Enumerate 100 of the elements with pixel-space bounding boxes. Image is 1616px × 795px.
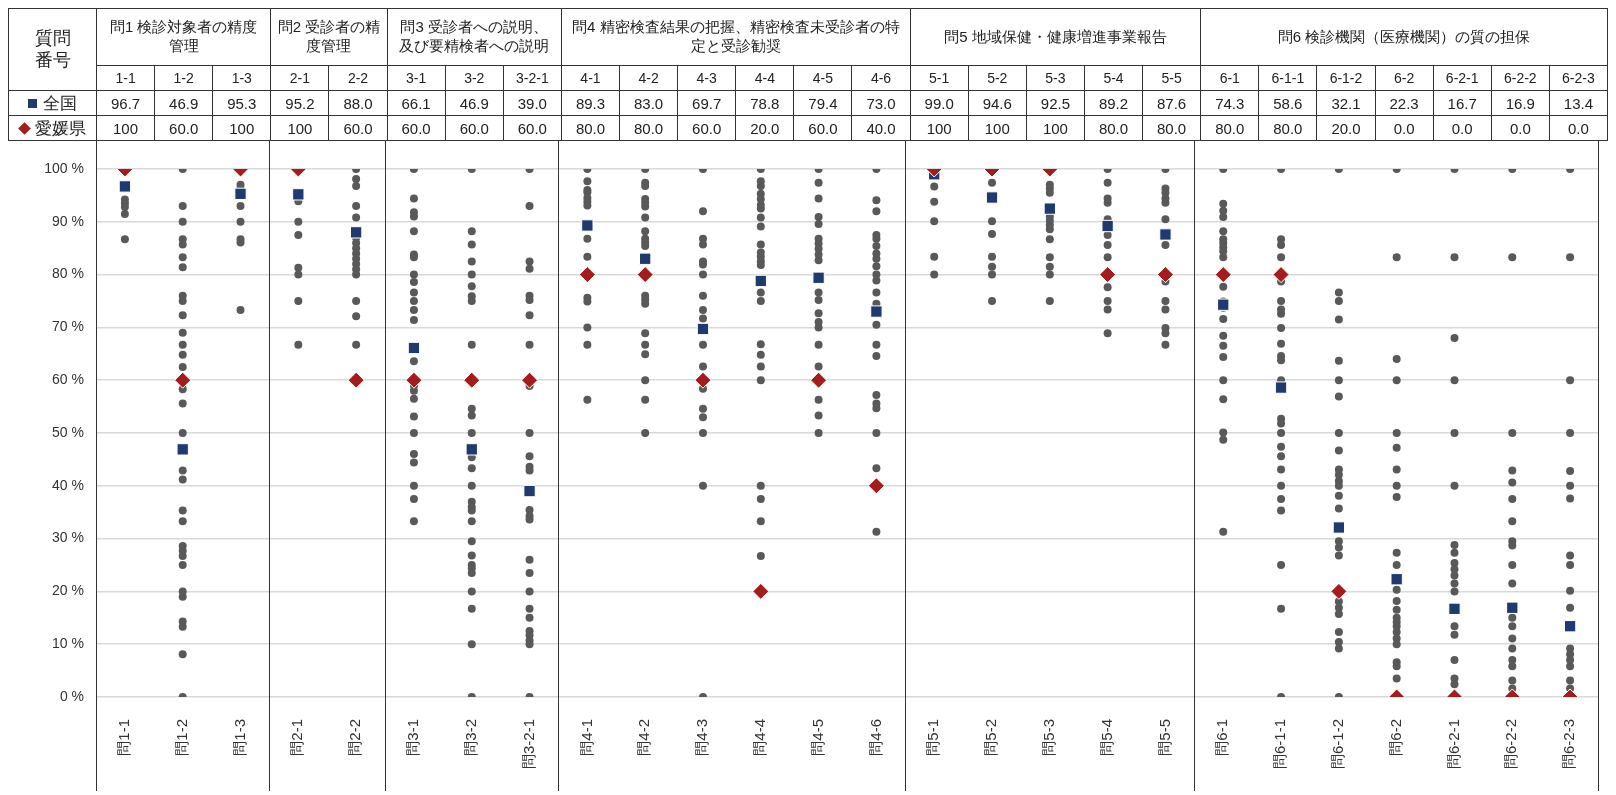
text: 1-3 xyxy=(213,66,272,91)
point xyxy=(1390,573,1403,586)
data-label: 22.3 xyxy=(1375,91,1434,116)
x-tick-label: 問6-2-1 xyxy=(1444,718,1462,770)
data-label: 13.4 xyxy=(1549,91,1608,116)
data-label: 92.5 xyxy=(1026,91,1085,116)
legend-label: 全国 xyxy=(43,92,77,115)
y-tick-label: 30 % xyxy=(52,529,84,546)
legend-label: 愛媛県 xyxy=(34,117,86,140)
x-tick-label: 問4-3 xyxy=(693,718,711,756)
point xyxy=(752,582,770,600)
text: 5-5 xyxy=(1143,66,1202,91)
point xyxy=(1156,266,1174,284)
point xyxy=(292,188,305,201)
x-tick-label: 問1-3 xyxy=(230,718,248,756)
point xyxy=(812,271,825,284)
data-label: 80.0 xyxy=(561,116,621,141)
text: 問6 検診機関（医療機関）の質の担保 xyxy=(1201,9,1608,66)
text: 6-2-3 xyxy=(1549,66,1608,91)
point xyxy=(1159,228,1172,241)
x-tick-label: 問6-1-2 xyxy=(1329,718,1347,770)
x-tick-label: 問4-6 xyxy=(866,718,884,756)
point xyxy=(521,371,539,389)
text: 5-4 xyxy=(1084,66,1144,91)
data-label: 60.0 xyxy=(387,116,446,141)
y-tick-label: 10 % xyxy=(52,635,84,652)
x-tick-label: 問3-2 xyxy=(461,718,479,756)
data-label: 32.1 xyxy=(1317,91,1376,116)
point xyxy=(867,477,885,495)
data-label: 95.2 xyxy=(271,91,330,116)
x-tick-label: 問3-1 xyxy=(404,718,422,756)
y-tick-label: 20 % xyxy=(52,582,84,599)
point xyxy=(696,322,710,336)
point xyxy=(1506,601,1519,614)
data-label: 0.0 xyxy=(1491,116,1550,141)
data-label: 80.0 xyxy=(620,116,679,141)
data-label: 46.9 xyxy=(445,91,504,116)
y-tick-label: 100 % xyxy=(44,159,84,176)
data-label: 58.6 xyxy=(1259,91,1318,116)
text: 5-3 xyxy=(1026,66,1085,91)
x-tick-label: 問2-2 xyxy=(346,718,364,756)
data-label: 60.0 xyxy=(794,116,853,141)
point xyxy=(810,371,828,389)
point xyxy=(174,371,192,389)
point xyxy=(465,443,478,456)
text: 6-2-1 xyxy=(1433,66,1492,91)
point xyxy=(870,305,883,318)
point xyxy=(463,371,481,389)
text: 質問番号 xyxy=(9,9,97,91)
x-tick-label: 問2-1 xyxy=(288,718,306,756)
point xyxy=(349,226,363,239)
point xyxy=(405,371,423,389)
text: 4-5 xyxy=(794,66,853,91)
x-tick-label: 問5-2 xyxy=(982,718,1000,756)
data-label: 73.0 xyxy=(852,91,911,116)
data-label: 94.6 xyxy=(968,91,1027,116)
text: 問1 検診対象者の精度管理 xyxy=(97,9,272,66)
x-tick-label: 問4-5 xyxy=(808,718,826,756)
data-label: 87.6 xyxy=(1143,91,1202,116)
point xyxy=(176,443,189,456)
point xyxy=(985,191,999,204)
data-label: 69.7 xyxy=(678,91,737,116)
x-tick-label: 問4-1 xyxy=(577,718,595,756)
point xyxy=(1214,266,1232,284)
y-tick-label: 90 % xyxy=(52,212,84,229)
y-tick-label: 70 % xyxy=(52,318,84,335)
text: 4-4 xyxy=(736,66,795,91)
point xyxy=(1101,219,1114,233)
x-tick-label: 問1-1 xyxy=(115,718,133,756)
text: 4-1 xyxy=(561,66,621,91)
y-tick-label: 60 % xyxy=(52,371,84,388)
x-tick-label: 問4-2 xyxy=(635,718,653,756)
x-tick-label: 問5-5 xyxy=(1155,718,1173,756)
point xyxy=(1274,381,1288,394)
text: 3-2 xyxy=(445,66,504,91)
data-label: 89.3 xyxy=(561,91,621,116)
data-label: 89.2 xyxy=(1084,91,1144,116)
text: 3-1 xyxy=(387,66,446,91)
point xyxy=(347,371,365,389)
data-label: 80.0 xyxy=(1259,116,1318,141)
data-label: 100 xyxy=(97,116,156,141)
point xyxy=(1332,521,1346,534)
data-label: 16.9 xyxy=(1491,91,1550,116)
text: 4-3 xyxy=(678,66,737,91)
x-tick-label: 問6-2-2 xyxy=(1502,718,1520,770)
x-tick-label: 問4-4 xyxy=(750,718,768,756)
data-label: 60.0 xyxy=(329,116,388,141)
data-label: 96.7 xyxy=(97,91,156,116)
x-tick-label: 問6-2-3 xyxy=(1560,718,1578,770)
data-label: 88.0 xyxy=(329,91,388,116)
text: 2-2 xyxy=(329,66,388,91)
y-tick-label: 50 % xyxy=(52,423,84,440)
x-tick-label: 問6-1-1 xyxy=(1271,718,1289,770)
data-label: 66.1 xyxy=(387,91,446,116)
text: 問3 受診者への説明、及び要精検者への説明 xyxy=(387,9,562,66)
text: 4-6 xyxy=(852,66,911,91)
point xyxy=(523,484,536,498)
x-tick-label: 問5-3 xyxy=(1039,718,1057,756)
text: 6-1 xyxy=(1201,66,1260,91)
data-label: 100 xyxy=(968,116,1027,141)
